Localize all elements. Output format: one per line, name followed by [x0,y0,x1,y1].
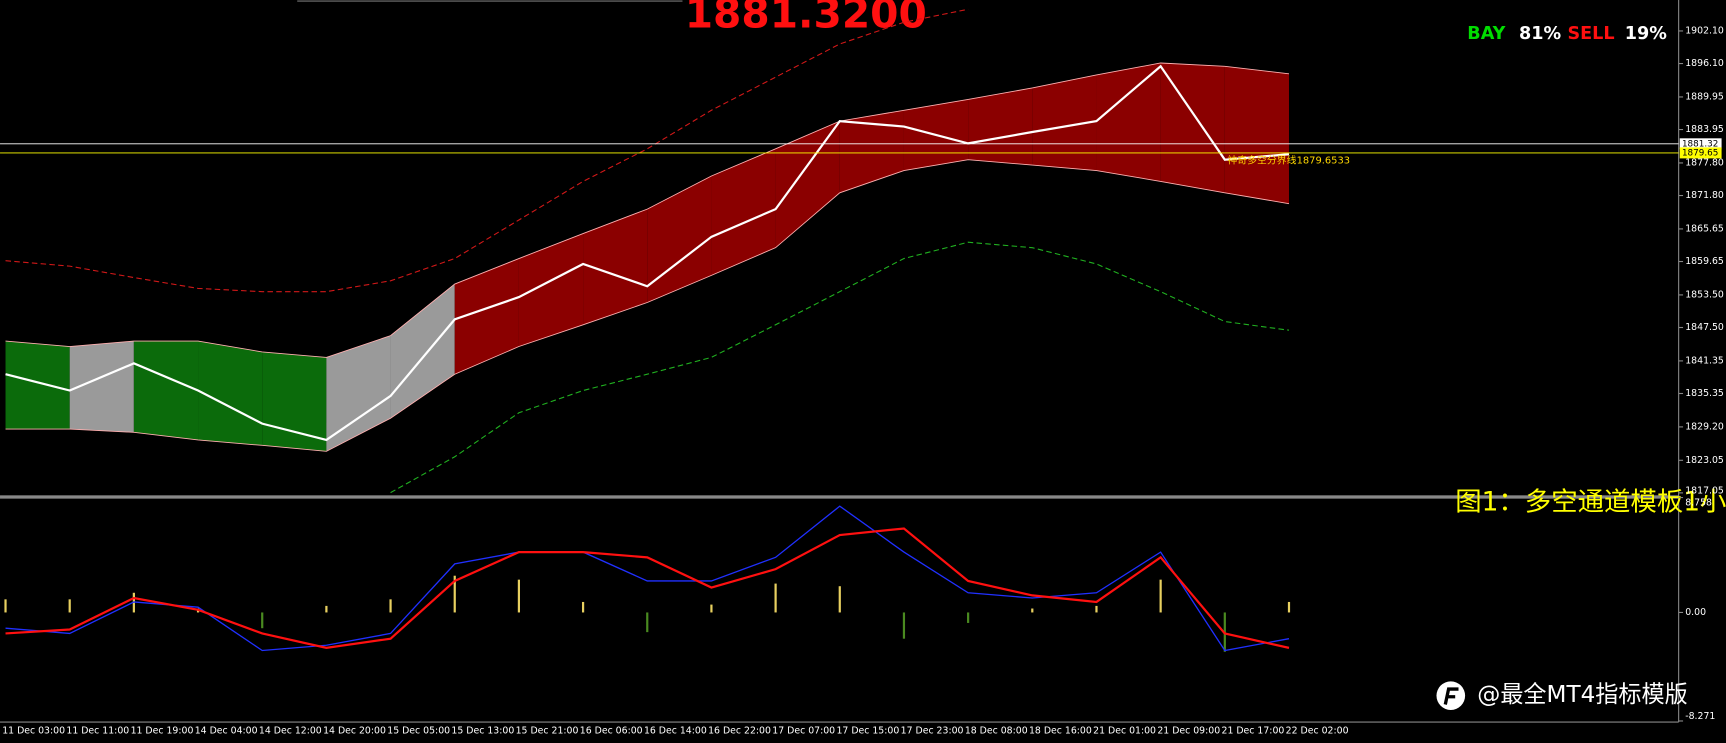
series-line [5,64,1290,442]
y-tick-label: 1829.20 [1685,421,1724,432]
channel-segment [198,341,263,446]
x-tick-label: 14 Dec 04:00 [195,725,258,736]
x-tick-label: 11 Dec 19:00 [131,725,194,736]
channel-segment [326,335,391,452]
y-tick-label: 1889.95 [1685,91,1724,102]
y-tick-label: 1883.95 [1685,124,1724,135]
x-tick-label: 17 Dec 15:00 [836,725,899,736]
x-tick-label: 15 Dec 21:00 [516,725,579,736]
series-line [390,241,1290,494]
divider-annotation: 神奇多空分界线1879.6533 [1227,154,1350,167]
x-tick-label: 14 Dec 20:00 [323,725,386,736]
channel-segment [1096,63,1161,182]
x-tick-label: 16 Dec 14:00 [644,725,707,736]
x-tick-label: 15 Dec 13:00 [451,725,514,736]
y-tick-label: 0.00 [1685,607,1706,618]
channel-segment [583,209,648,325]
x-tick-label: 11 Dec 11:00 [66,725,129,736]
x-tick-label: 11 Dec 03:00 [2,725,65,736]
x-tick-label: 14 Dec 12:00 [259,725,322,736]
y-tick-label: 1835.35 [1685,388,1724,399]
y-tick-label: 1859.65 [1685,256,1724,267]
channel-segment [454,258,519,375]
x-tick-label: 16 Dec 22:00 [708,725,771,736]
caption: 图1：多空通道模板1小时图 [1455,487,1726,518]
channel-segment [69,341,134,433]
x-tick-label: 22 Dec 02:00 [1286,725,1349,736]
price-box-label: 1879.65 [1682,148,1718,158]
x-tick-label: 18 Dec 16:00 [1029,725,1092,736]
price-box [1679,138,1722,150]
sentiment-label: BAY [1467,24,1505,44]
y-tick-label: 1853.50 [1685,289,1724,300]
x-tick-label: 18 Dec 08:00 [965,725,1028,736]
x-tick-label: 21 Dec 09:00 [1157,725,1220,736]
headline-price: 1881.3200 [685,0,927,38]
channel-segment [390,284,455,419]
watermark-icon [1436,681,1466,710]
series-line [5,62,1290,358]
watermark: @最全MT4指标模版 [1477,682,1688,708]
x-tick-label: 17 Dec 23:00 [901,725,964,736]
y-tick-label: 1817.05 [1685,485,1724,496]
channel-segment [262,351,327,452]
y-tick-label: 1902.10 [1685,25,1724,36]
series-line [5,159,1290,452]
channel-segment [5,341,70,430]
y-tick-label: -8.271 [1685,711,1715,722]
y-tick-label: 1841.35 [1685,355,1724,366]
sentiment-label: 81% [1519,24,1562,44]
channel-segment [1224,66,1289,204]
y-tick-label: 1823.05 [1685,455,1724,466]
channel-segment [518,233,584,347]
channel-segment [839,110,904,193]
x-tick-label: 15 Dec 05:00 [387,725,450,736]
sentiment-label: 19% [1625,24,1668,44]
panel-separator [0,495,1679,499]
x-tick-label: 21 Dec 17:00 [1222,725,1285,736]
channel-segment [711,148,776,276]
y-tick-label: 1847.50 [1685,322,1724,333]
channel-segment [968,87,1033,166]
y-tick-label: 1877.80 [1685,157,1724,168]
series-line [5,8,969,293]
y-tick-label: 8.758 [1685,498,1712,509]
price-box-label: 1881.32 [1682,139,1718,149]
channel-segment [1032,74,1097,171]
y-tick-label: 1865.65 [1685,223,1724,234]
series-line [5,527,1290,650]
x-tick-label: 21 Dec 01:00 [1093,725,1156,736]
y-tick-label: 1896.10 [1685,58,1724,69]
sentiment-label: SELL [1567,24,1614,44]
y-tick-label: 1871.80 [1685,190,1724,201]
series-line [5,505,1290,652]
x-tick-label: 16 Dec 06:00 [580,725,643,736]
x-tick-label: 17 Dec 07:00 [772,725,835,736]
channel-segment [133,341,199,440]
channel-segment [1160,63,1225,193]
channel-segment [647,175,712,303]
price-box [1679,147,1722,159]
